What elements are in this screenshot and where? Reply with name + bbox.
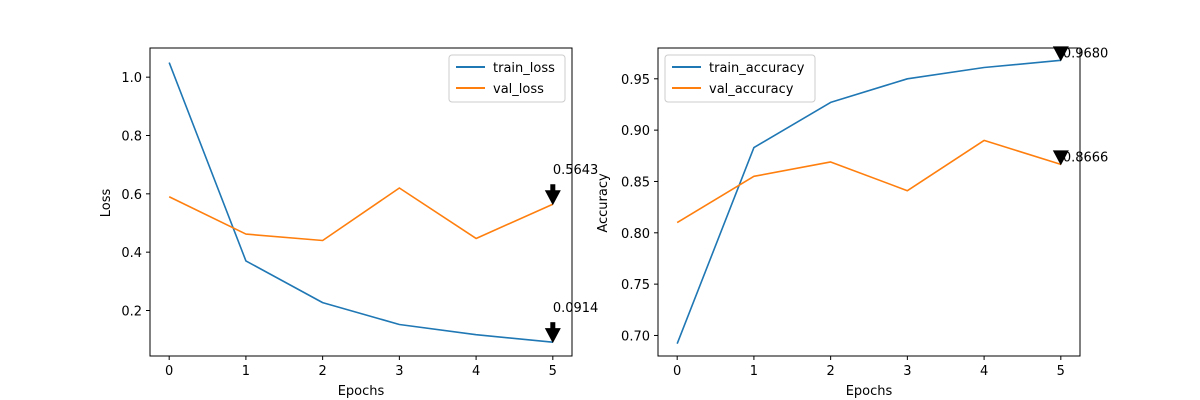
loss-x-tick-label: 3 [395, 364, 403, 379]
loss-annotation-arrow-shaft [550, 184, 556, 193]
loss-annotations: 0.5643 0.0914 [544, 163, 599, 344]
accuracy-annotation-arrow-icon [1052, 150, 1069, 166]
loss-series-val-loss [168, 187, 554, 242]
loss-y-tick-label: 0.8 [121, 130, 142, 145]
loss-annotation-arrow-icon [544, 190, 561, 206]
accuracy-y-tick-label: 0.75 [621, 278, 650, 293]
accuracy-y-tick-label: 0.90 [621, 124, 650, 139]
loss-y-tick-label: 1.0 [121, 71, 142, 86]
loss-series-lines [168, 62, 554, 343]
loss-x-tick-label: 4 [472, 364, 480, 379]
loss-chart: 0.5643 0.0914 0 1 2 3 4 5 0.2 0.4 0.6 0.8 1.0 Epoc… [99, 47, 599, 399]
loss-y-ticks: 0.2 0.4 0.6 0.8 1.0 [121, 71, 150, 320]
loss-x-tick-label: 5 [549, 364, 557, 379]
loss-legend: train_loss val_loss [448, 54, 566, 103]
accuracy-legend-box [664, 54, 816, 103]
accuracy-x-ticks: 0 1 2 3 4 5 [673, 356, 1065, 379]
loss-legend-label-train: train_loss [493, 61, 555, 76]
loss-annotation-label: 0.5643 [553, 163, 599, 178]
loss-x-ticks: 0 1 2 3 4 5 [165, 356, 557, 379]
accuracy-x-tick-label: 1 [750, 364, 758, 379]
accuracy-y-tick-label: 0.80 [621, 227, 650, 242]
loss-y-axis-label: Loss [99, 189, 114, 218]
accuracy-x-tick-label: 5 [1057, 364, 1065, 379]
accuracy-series-val-accuracy [676, 139, 1062, 224]
accuracy-y-axis-label: Accuracy [596, 173, 611, 233]
loss-x-axis-label: Epochs [338, 384, 385, 399]
accuracy-plot-frame [657, 47, 1081, 357]
accuracy-y-tick-label: 0.85 [621, 175, 650, 190]
accuracy-legend-label-val: val_accuracy [709, 82, 794, 97]
loss-x-tick-label: 1 [242, 364, 250, 379]
accuracy-x-tick-label: 0 [673, 364, 681, 379]
accuracy-series-lines [676, 59, 1062, 344]
accuracy-chart: 0.9680 0.8666 0 1 2 3 4 5 0.70 0.75 0.80 0.85 0.90… [596, 46, 1108, 399]
loss-legend-label-val: val_loss [493, 82, 544, 97]
loss-y-tick-label: 0.4 [121, 246, 142, 261]
loss-y-tick-label: 0.2 [121, 305, 142, 320]
accuracy-annotations: 0.9680 0.8666 [1052, 46, 1109, 166]
accuracy-annotation-label: 0.9680 [1063, 46, 1109, 61]
loss-annotation-label: 0.0914 [553, 301, 599, 316]
accuracy-y-tick-label: 0.95 [621, 73, 650, 88]
loss-plot-frame [149, 47, 573, 357]
loss-x-tick-label: 0 [165, 364, 173, 379]
accuracy-x-tick-label: 2 [826, 364, 834, 379]
accuracy-legend-label-train: train_accuracy [709, 61, 805, 76]
accuracy-x-tick-label: 3 [903, 364, 911, 379]
accuracy-y-tick-label: 0.70 [621, 329, 650, 344]
loss-x-tick-label: 2 [318, 364, 326, 379]
accuracy-legend: train_accuracy val_accuracy [664, 54, 816, 103]
loss-annotation-arrow-shaft [550, 322, 556, 331]
accuracy-series-train-accuracy [676, 59, 1061, 344]
accuracy-annotation-label: 0.8666 [1063, 150, 1109, 165]
accuracy-x-axis-label: Epochs [846, 384, 893, 399]
loss-y-tick-label: 0.6 [121, 188, 142, 203]
accuracy-y-ticks: 0.70 0.75 0.80 0.85 0.90 0.95 [621, 73, 658, 344]
loss-annotation-arrow-icon [544, 328, 561, 344]
accuracy-annotation-arrow-icon [1052, 46, 1069, 62]
accuracy-x-tick-label: 4 [980, 364, 988, 379]
